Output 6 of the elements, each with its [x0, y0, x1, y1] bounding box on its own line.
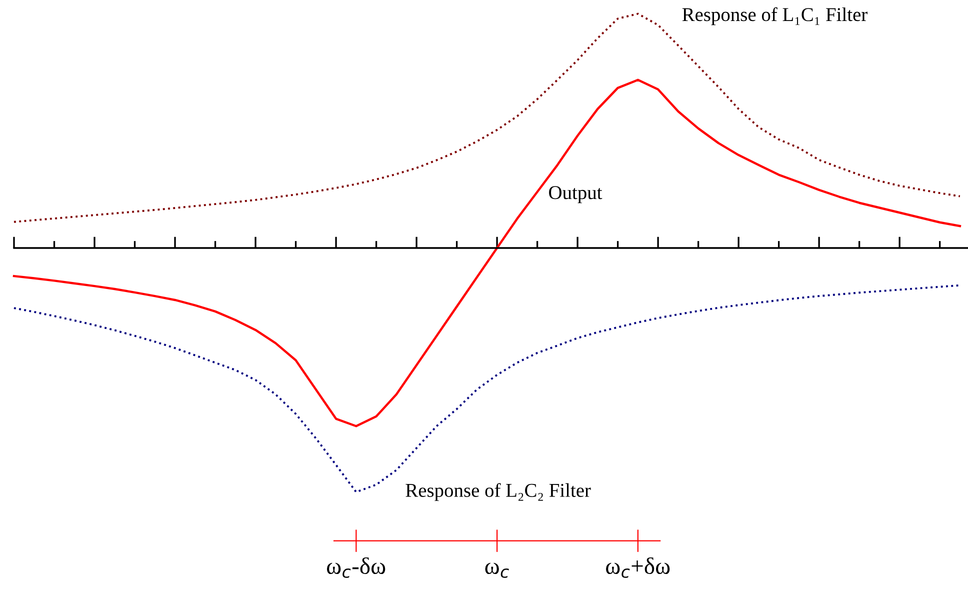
x-tick-label: ω$_{c}$-δω: [326, 557, 386, 578]
series-label: Response of L₂C₂ Filter: [406, 483, 591, 501]
series-label: Response of L₁C₁ Filter: [682, 7, 868, 26]
x-tick-label: ω$_{c}$+δω: [606, 557, 670, 578]
series-label: Output: [549, 186, 602, 204]
x-tick-label: ω$_{c}$: [485, 562, 509, 578]
